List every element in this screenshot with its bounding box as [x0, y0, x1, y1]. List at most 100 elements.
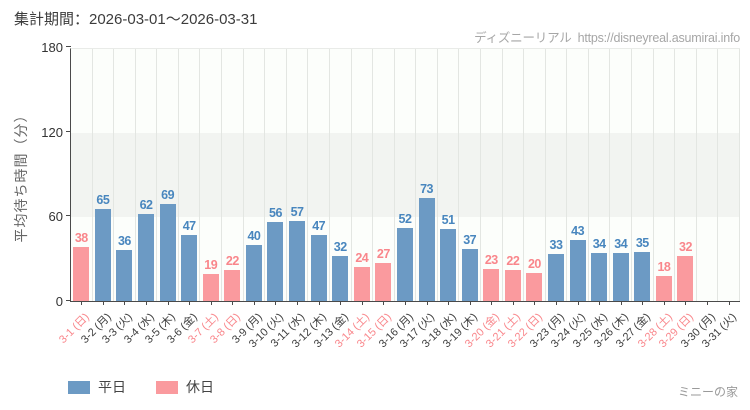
x-axis-tick: [663, 301, 665, 305]
bar-value-label: 32: [333, 239, 347, 254]
bar-3-6: [181, 234, 198, 301]
day-column: 3-17 (火) 73: [398, 49, 438, 350]
attraction-name: ミニーの家: [677, 385, 738, 399]
y-axis-tick-mark: [66, 46, 71, 47]
x-axis-tick: [189, 301, 191, 305]
y-axis-tick-mark: [66, 215, 71, 217]
bar-value-label: 36: [117, 234, 131, 249]
bar-value-label: 18: [657, 259, 671, 274]
x-axis-tick: [620, 301, 622, 305]
y-axis-title: 平均待ち時間（分）: [13, 107, 29, 243]
bar-value-label: 47: [182, 218, 196, 233]
bar-3-17: [418, 198, 435, 301]
bar-value-label: 40: [247, 228, 261, 243]
bar-value-label: 51: [441, 213, 455, 228]
bar-value-label: 32: [679, 239, 692, 254]
day-column: 3-20 (金) 23: [463, 49, 503, 350]
x-axis-tick: [146, 301, 148, 305]
bar-value-label: 24: [355, 251, 369, 266]
bar-value-label: 33: [549, 238, 563, 253]
x-axis-tick: [253, 301, 255, 305]
legend-item-weekday: 平日: [68, 377, 126, 397]
day-column: 3-25 (水) 34: [571, 49, 611, 350]
bar-3-19: [461, 248, 478, 301]
x-axis-tick: [81, 301, 83, 305]
bar-value-label: 43: [571, 224, 585, 239]
site-credit: ディズニーリアル https://disneyreal.asumirai.info: [474, 27, 740, 46]
x-axis-tick: [210, 301, 212, 305]
bar-3-23: [548, 254, 564, 301]
bar-value-label: 62: [139, 197, 153, 212]
legend-label-weekday: 平日: [98, 379, 126, 395]
bar-3-5: [159, 203, 176, 301]
bar-value-label: 47: [312, 218, 326, 233]
bar-value-label: 27: [376, 246, 390, 261]
bar-value-label: 73: [420, 182, 433, 196]
day-column: 3-11 (水) 57: [269, 49, 309, 350]
weekday-swatch-icon: [68, 380, 90, 394]
bar-3-13: [332, 255, 349, 301]
bar-3-24: [569, 240, 586, 301]
day-column: 3-30 (月): [678, 49, 719, 350]
bar-3-28: [655, 275, 672, 301]
day-column: 3-29 (日) 32: [657, 49, 697, 350]
bar-value-label: 20: [527, 256, 541, 271]
day-column: 3-9 (月) 40: [230, 49, 266, 346]
bar-value-label: 69: [161, 187, 175, 202]
bar-3-22: [526, 272, 543, 301]
bar-3-29: [677, 255, 694, 301]
day-column: 3-8 (日) 22: [208, 49, 244, 346]
x-axis-tick: [383, 301, 385, 305]
x-axis-tick: [469, 301, 471, 305]
bar-value-label: 37: [463, 232, 477, 247]
x-axis-tick: [232, 301, 234, 305]
bar-3-15: [375, 262, 392, 301]
legend-item-holiday: 休日: [156, 377, 214, 397]
x-axis-tick: [426, 301, 428, 305]
bar-value-label: 34: [592, 237, 606, 252]
day-column: 3-27 (金) 35: [614, 49, 654, 350]
day-column: 3-24 (火) 43: [549, 49, 589, 350]
y-axis-tick-label: 60: [48, 209, 63, 225]
bar-value-label: 52: [398, 211, 412, 226]
day-column: 3-19 (木) 37: [441, 49, 481, 350]
chart-legend: 平日 休日: [68, 377, 214, 397]
bar-3-4: [138, 213, 155, 301]
day-column: 3-10 (火) 56: [247, 49, 287, 350]
bar-3-21: [504, 269, 521, 301]
x-axis-tick: [297, 301, 299, 305]
plot-area: 3-1 (日) 38 3-2 (月) 65 3-3 (火) 36 3-4 (水) 62 3-5 …: [41, 40, 740, 350]
report-period-label: 集計期間：2026-03-01～2026-03-31: [14, 11, 258, 28]
x-axis-tick: [491, 301, 493, 305]
x-axis-tick: [685, 301, 687, 305]
site-name: ディズニーリアル: [474, 31, 572, 45]
day-column: 3-5 (木) 69: [143, 49, 179, 346]
bar-3-14: [353, 267, 370, 301]
x-axis-tick: [102, 301, 104, 305]
y-axis-tick-label: 180: [41, 40, 63, 55]
day-column: 3-18 (水) 51: [420, 49, 460, 350]
bar-value-label: 65: [96, 193, 110, 208]
bar-3-1: [73, 247, 90, 301]
x-axis-tick: [512, 301, 514, 305]
x-axis-tick: [404, 301, 406, 305]
day-column: 3-14 (土) 24: [333, 49, 374, 350]
x-axis-tick: [167, 301, 169, 305]
bar-value-label: 19: [204, 258, 218, 273]
x-axis-tick: [275, 301, 277, 305]
bar-value-label: 56: [269, 205, 282, 220]
x-axis-tick: [448, 301, 450, 305]
bar-3-3: [116, 250, 133, 301]
x-axis-tick: [642, 301, 644, 305]
bar-value-label: 22: [506, 253, 520, 268]
bar-3-20: [483, 268, 500, 301]
day-column: 3-7 (土) 19: [187, 49, 223, 346]
bar-3-11: [289, 220, 306, 301]
day-column: 3-13 (金) 32: [312, 49, 352, 350]
day-column: 3-12 (木) 47: [290, 49, 330, 350]
x-axis-tick: [556, 301, 557, 305]
x-axis-tick: [534, 301, 536, 305]
bar-value-label: 35: [635, 235, 649, 250]
x-axis-tick: [728, 301, 730, 305]
day-column: 3-31 (火): [700, 49, 740, 350]
